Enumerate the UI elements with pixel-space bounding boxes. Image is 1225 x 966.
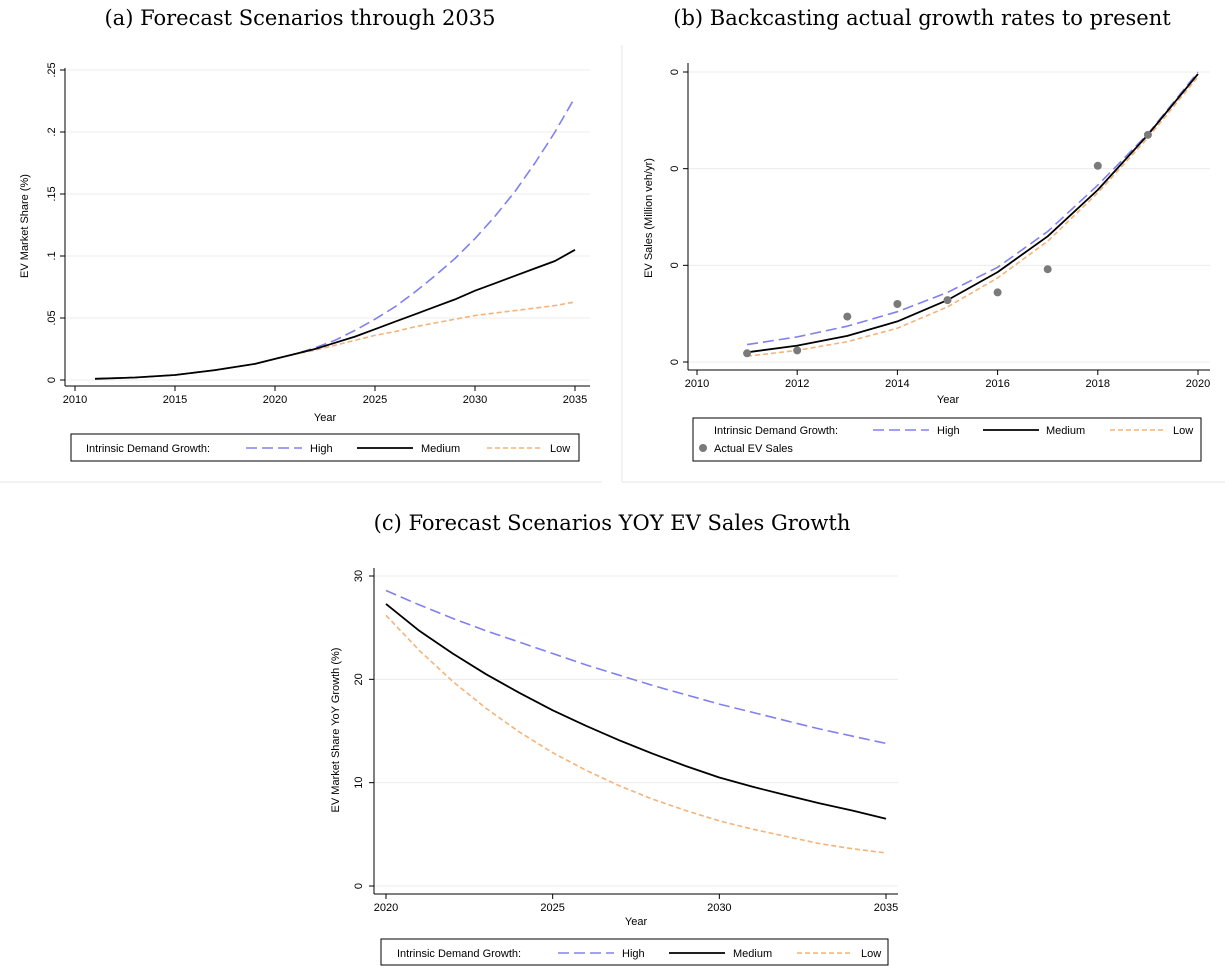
chart-b-actual-point: [1143, 130, 1152, 139]
chart-c-ylabel: EV Market Share YoY Growth (%): [330, 648, 342, 813]
chart-b-legend: Intrinsic Demand Growth: High Medium Low…: [692, 417, 1202, 462]
legend-c-low: Low: [861, 948, 881, 960]
chart-b-ytick-label: 0: [669, 359, 681, 365]
chart-a-ytick-label: .25: [46, 62, 58, 77]
legend-b-actual-marker: [699, 444, 707, 452]
chart-c-xtick-label: 2025: [540, 902, 564, 914]
chart-c-series-high: [385, 589, 887, 745]
chart-c-series-low: [385, 614, 887, 854]
chart-c-ytick-label: 30: [353, 570, 365, 582]
chart-a-xtick-label: 2025: [363, 394, 387, 406]
chart-b-actual-point: [1093, 161, 1102, 170]
chart-a-xtick-label: 2020: [263, 394, 287, 406]
chart-b-xtick-label: 2016: [985, 378, 1009, 390]
chart-b-xtick-label: 2014: [885, 378, 909, 390]
chart-b-ytick-label: 0: [669, 69, 681, 75]
chart-b-xtick-label: 2020: [1186, 378, 1210, 390]
chart-a-xtick-label: 2015: [163, 394, 187, 406]
chart-b-ytick-label: 0: [669, 166, 681, 172]
chart-b-ytick-label: 0: [669, 262, 681, 268]
chart-b-xtick-label: 2018: [1086, 378, 1110, 390]
chart-a-legend: Intrinsic Demand Growth: High Medium Low: [70, 433, 580, 462]
chart-b-actual-point: [1043, 265, 1052, 274]
chart-a-xtick-label: 2010: [63, 394, 87, 406]
chart-a-ytick-label: .2: [46, 127, 58, 136]
chart-c-title: (c) Forecast Scenarios YOY EV Sales Grow…: [374, 511, 851, 535]
chart-b-title: (b) Backcasting actual growth rates to p…: [673, 6, 1171, 30]
chart-a-ytick-label: .15: [46, 186, 58, 201]
chart-b-actual-point: [993, 288, 1002, 297]
chart-b-actual-point: [943, 296, 952, 305]
chart-a-title: (a) Forecast Scenarios through 2035: [104, 6, 495, 30]
chart-c-series-medium: [385, 603, 887, 820]
chart-a-xtick-label: 2035: [563, 394, 587, 406]
chart-a-series-high: [94, 96, 576, 380]
chart-c-xtick-label: 2020: [374, 902, 398, 914]
chart-c-ytick-label: 10: [353, 777, 365, 789]
chart-a-series-low: [94, 301, 576, 380]
legend-a-low: Low: [550, 443, 570, 455]
chart-a-series-medium: [94, 249, 576, 380]
chart-b-series-medium: [746, 73, 1199, 354]
chart-c-legend: Intrinsic Demand Growth: High Medium Low: [380, 938, 889, 966]
panel-c: (c) Forecast Scenarios YOY EV Sales Grow…: [330, 511, 898, 966]
legend-c-medium: Medium: [733, 948, 772, 960]
chart-b-actual-point: [893, 300, 902, 308]
chart-a-ylabel: EV Market Share (%): [19, 174, 31, 278]
chart-c-ytick-label: 20: [353, 673, 365, 685]
chart-b-xtick-label: 2012: [785, 378, 809, 390]
chart-b-actual-point: [793, 346, 802, 355]
panel-a: (a) Forecast Scenarios through 2035 0 .05…: [19, 6, 590, 462]
chart-a-ytick-label: .05: [46, 310, 58, 325]
chart-a-xtick-label: 2030: [463, 394, 487, 406]
legend-c-high: High: [622, 948, 645, 960]
chart-b-actual-point: [743, 349, 752, 358]
legend-a-medium: Medium: [421, 443, 460, 455]
chart-c-xtick-label: 2035: [874, 902, 898, 914]
chart-b-series-low: [747, 76, 1199, 357]
chart-c-xtick-label: 2030: [707, 902, 731, 914]
legend-b-actual: Actual EV Sales: [714, 443, 793, 455]
chart-c-ytick-label: 0: [353, 883, 365, 889]
legend-a-high: High: [310, 443, 333, 455]
chart-a-xlabel: Year: [314, 412, 337, 424]
chart-b-xtick-label: 2010: [685, 378, 709, 390]
chart-b-ylabel: EV Sales (Million veh/yr): [643, 158, 655, 278]
legend-b-high: High: [937, 425, 960, 437]
panel-b: (b) Backcasting actual growth rates to p…: [643, 6, 1210, 462]
chart-a-ytick-label: 0: [46, 377, 58, 383]
legend-b-medium: Medium: [1046, 425, 1085, 437]
chart-c-xlabel: Year: [625, 916, 648, 928]
legend-c-heading: Intrinsic Demand Growth:: [397, 948, 521, 960]
legend-b-low: Low: [1173, 425, 1193, 437]
legend-a-heading: Intrinsic Demand Growth:: [86, 443, 210, 455]
legend-b-heading: Intrinsic Demand Growth:: [714, 425, 838, 437]
chart-b-series-high: [746, 71, 1199, 346]
chart-a-ytick-label: .1: [46, 251, 58, 260]
chart-b-actual-point: [843, 312, 852, 321]
chart-b-xlabel: Year: [937, 394, 960, 406]
